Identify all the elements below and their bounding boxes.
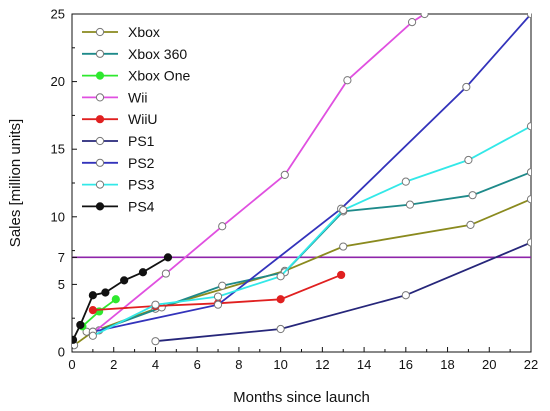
legend-item-xbox-360: Xbox 360 <box>82 46 187 62</box>
legend-label: PS3 <box>128 177 155 193</box>
x-tick-label: 20 <box>482 357 496 372</box>
legend-label: Xbox One <box>128 68 190 84</box>
x-tick-label: 18 <box>440 357 454 372</box>
data-point-wii <box>420 13 429 19</box>
data-point-ps1 <box>526 238 531 247</box>
data-point-xbox <box>526 195 531 204</box>
legend-label: Xbox <box>128 24 160 40</box>
data-point-ps2 <box>213 300 223 309</box>
data-point-ps3 <box>88 331 97 340</box>
data-point-ps1 <box>276 324 285 334</box>
data-point-ps4 <box>101 288 110 297</box>
x-axis-title: Months since launch <box>233 389 370 406</box>
data-point-ps4 <box>138 268 148 277</box>
legend-marker <box>95 115 105 124</box>
data-point-xbox-360 <box>526 168 531 177</box>
legend-marker <box>95 202 105 211</box>
x-tick-label: 2 <box>110 357 117 372</box>
legend-label: Xbox 360 <box>128 46 187 62</box>
legend-label: PS1 <box>128 133 155 149</box>
x-tick-label: 6 <box>194 357 201 372</box>
series-ps3 <box>88 122 531 340</box>
legend-marker <box>95 49 105 58</box>
data-point-ps3 <box>339 205 348 215</box>
legend-marker <box>95 93 105 102</box>
data-point-xbox <box>339 242 348 251</box>
series-ps4 <box>72 253 173 344</box>
y-tick-label: 25 <box>51 7 65 22</box>
series-wii <box>88 13 429 338</box>
data-point-wii <box>161 269 170 278</box>
data-point-ps3 <box>401 177 410 186</box>
series-ps1 <box>151 238 531 346</box>
x-tick-label: 12 <box>315 357 329 372</box>
y-tick-label: 7 <box>58 250 65 265</box>
legend-label: PS4 <box>128 198 155 214</box>
data-point-ps4 <box>76 320 85 330</box>
data-point-xbox <box>466 220 475 230</box>
x-tick-label: 16 <box>399 357 413 372</box>
legend-item-ps1: PS1 <box>82 133 155 149</box>
y-tick-label: 20 <box>51 74 65 89</box>
data-point-ps3 <box>151 300 160 309</box>
data-point-wiiu <box>276 295 285 304</box>
legend-label: Wii <box>128 89 147 105</box>
legend-marker <box>95 136 105 146</box>
legend-item-wiiu: WiiU <box>82 111 158 127</box>
data-point-ps3 <box>213 292 223 301</box>
plot-area <box>71 13 532 353</box>
data-point-wii <box>218 222 227 231</box>
y-axis-title: Sales [million units] <box>7 119 24 247</box>
legend-item-xbox: Xbox <box>82 24 160 40</box>
data-point-ps2 <box>462 82 471 92</box>
legend: Xbox Xbox 360 Xbox One Wii WiiU PS1 PS2 PS3 PS4 <box>82 24 190 214</box>
legend-label: WiiU <box>128 111 158 127</box>
y-tick-label: 10 <box>51 209 65 224</box>
data-point-ps4 <box>120 276 129 285</box>
data-point-ps3 <box>526 122 531 131</box>
legend-item-xbox-one: Xbox One <box>82 68 190 84</box>
series-line-ps1 <box>155 241 531 343</box>
data-point-wiiu <box>337 270 346 280</box>
data-point-xbox-360 <box>218 281 227 290</box>
series-group <box>72 13 531 350</box>
data-point-xbox-360 <box>405 200 415 209</box>
data-point-ps4 <box>163 253 173 262</box>
data-point-ps1 <box>401 291 410 300</box>
data-point-ps4 <box>72 335 78 344</box>
y-tick-label: 0 <box>58 345 65 360</box>
data-point-ps3 <box>276 272 285 281</box>
x-tick-label: 10 <box>273 357 287 372</box>
data-point-ps4 <box>88 291 97 300</box>
data-point-ps2 <box>526 13 531 19</box>
legend-marker <box>95 158 105 167</box>
data-point-ps3 <box>464 155 473 165</box>
data-point-wii <box>343 76 352 85</box>
legend-marker <box>95 27 105 37</box>
y-tick-label: 15 <box>51 142 65 157</box>
data-point-wiiu <box>88 305 97 315</box>
legend-item-ps4: PS4 <box>82 198 155 214</box>
data-point-xbox-one <box>111 295 120 304</box>
data-point-ps1 <box>151 337 160 346</box>
legend-marker <box>95 180 105 189</box>
data-point-wii <box>280 170 289 179</box>
data-point-wii <box>407 18 417 27</box>
legend-item-wii: Wii <box>82 89 147 105</box>
x-tick-label: 22 <box>524 357 538 372</box>
series-line-ps3 <box>92 125 531 337</box>
x-tick-label: 14 <box>357 357 371 372</box>
y-tick-label: 5 <box>58 277 65 292</box>
legend-item-ps2: PS2 <box>82 155 155 171</box>
data-point-xbox-360 <box>468 191 477 200</box>
x-tick-label: 0 <box>68 357 75 372</box>
legend-item-ps3: PS3 <box>82 177 155 193</box>
x-tick-label: 4 <box>152 357 159 372</box>
axes-group: 0 2 4 6 8 10 12 14 16 18 20 22 0 5 7 10 15 20 25 <box>51 7 539 373</box>
x-tick-label: 8 <box>235 357 242 372</box>
legend-label: PS2 <box>128 155 155 171</box>
legend-marker <box>95 71 105 80</box>
